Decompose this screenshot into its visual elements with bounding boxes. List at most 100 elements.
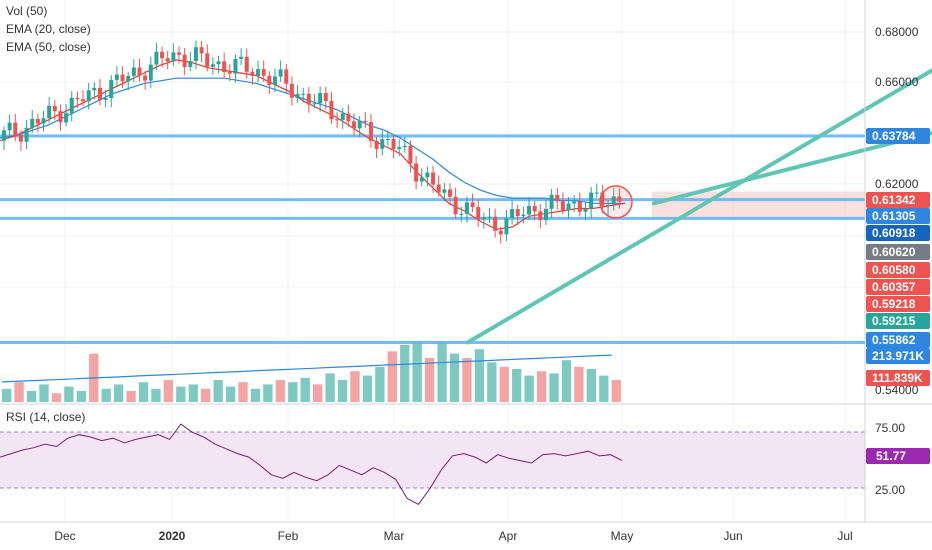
candle-body bbox=[81, 99, 86, 102]
candle-body bbox=[594, 192, 599, 194]
candle-body bbox=[318, 93, 323, 104]
volume-bar bbox=[76, 391, 86, 402]
price-badge-label: 0.61305 bbox=[872, 209, 916, 223]
volume-bar bbox=[512, 369, 522, 402]
candle-body bbox=[340, 113, 345, 120]
price-badge bbox=[866, 128, 930, 144]
volume-bar bbox=[599, 375, 609, 402]
volume-bar bbox=[2, 388, 12, 402]
candle-body bbox=[380, 139, 385, 149]
price-badge bbox=[866, 296, 930, 312]
volume-bar bbox=[113, 384, 124, 402]
volume-bar bbox=[238, 382, 248, 402]
volume-bar bbox=[586, 369, 597, 402]
candle-body bbox=[419, 177, 424, 182]
candle-body bbox=[453, 196, 458, 215]
candle-body bbox=[284, 69, 289, 84]
price-badge-label: 0.60918 bbox=[872, 226, 916, 240]
candle-body bbox=[301, 93, 306, 95]
volume-bar bbox=[213, 380, 223, 402]
highlight-circle[interactable] bbox=[599, 185, 633, 219]
candle-body bbox=[481, 217, 486, 220]
price-badge-label: 0.59218 bbox=[872, 297, 916, 311]
volume-bar bbox=[325, 373, 335, 402]
candle-body bbox=[329, 101, 334, 120]
candle-body bbox=[391, 138, 396, 150]
candle-body bbox=[442, 189, 447, 193]
trend-lines[interactable] bbox=[465, 68, 932, 345]
time-tick-label: Jul bbox=[837, 529, 852, 543]
candle-body bbox=[278, 69, 283, 77]
volume-bar bbox=[250, 388, 261, 402]
price-badge-label: 0.61342 bbox=[872, 193, 916, 207]
price-badge bbox=[866, 279, 930, 295]
candle-body bbox=[103, 98, 108, 100]
volume-bar bbox=[536, 371, 547, 402]
volume-bar bbox=[138, 382, 149, 402]
volume-bar bbox=[462, 358, 472, 402]
candle-body bbox=[431, 172, 436, 185]
candle-body bbox=[504, 218, 509, 235]
legend-ema20[interactable]: EMA (20, close) bbox=[6, 22, 91, 36]
candle-body bbox=[171, 52, 176, 62]
candle-body bbox=[131, 67, 136, 76]
candle-body bbox=[239, 56, 244, 59]
candle-body bbox=[41, 118, 46, 124]
volume-bar bbox=[499, 366, 509, 402]
volume-bar bbox=[201, 388, 211, 402]
volume-bar bbox=[51, 393, 62, 402]
candle-body bbox=[69, 97, 74, 114]
candle-body bbox=[75, 97, 80, 100]
chart-grid bbox=[0, 0, 865, 522]
volume-bar bbox=[375, 366, 385, 402]
candle-body bbox=[120, 74, 125, 82]
volume-ma-line bbox=[1, 354, 612, 383]
volume-bar bbox=[561, 360, 572, 402]
candle-body bbox=[250, 71, 255, 76]
price-badge bbox=[866, 244, 930, 260]
candle-body bbox=[143, 75, 148, 81]
candle-body bbox=[205, 53, 210, 67]
candle-body bbox=[18, 134, 23, 142]
price-badge-label: 0.55862 bbox=[872, 333, 916, 347]
candle-body bbox=[498, 230, 503, 235]
candle-body bbox=[148, 64, 153, 81]
candle-body bbox=[335, 119, 340, 121]
horizontal-levels[interactable] bbox=[0, 134, 865, 344]
candle-body bbox=[611, 196, 616, 205]
price-badge-label: 0.60357 bbox=[872, 280, 916, 294]
candle-body bbox=[346, 113, 351, 122]
time-tick-label: Jun bbox=[723, 529, 742, 543]
candle-body bbox=[617, 196, 622, 202]
candle-body bbox=[566, 203, 571, 211]
volume-bar bbox=[176, 386, 186, 402]
candle-body bbox=[64, 113, 69, 123]
price-badge bbox=[866, 208, 930, 224]
candle-body bbox=[199, 47, 204, 54]
volume-bar bbox=[275, 380, 286, 402]
price-badges: 0.63784 0.61342 0.61305 0.60918 0.60620 0.605… bbox=[866, 128, 930, 386]
legend-rsi[interactable]: RSI (14, close) bbox=[6, 410, 86, 424]
time-axis[interactable]: Dec 2020 Feb Mar Apr May Jun Jul bbox=[54, 529, 852, 543]
volume-bar bbox=[412, 342, 422, 402]
rsi-badge bbox=[866, 448, 930, 464]
time-tick-label: Mar bbox=[384, 529, 405, 543]
candle-body bbox=[397, 147, 402, 150]
candle-body bbox=[30, 119, 35, 128]
time-tick-label: May bbox=[611, 529, 634, 543]
trend-line bbox=[465, 68, 932, 345]
candle-body bbox=[560, 201, 565, 211]
price-badge bbox=[866, 370, 930, 386]
candle-body bbox=[368, 122, 373, 141]
candle-body bbox=[425, 172, 430, 178]
candle-body bbox=[357, 120, 362, 129]
candle-body bbox=[233, 58, 238, 74]
candle-body bbox=[583, 208, 588, 212]
price-axis[interactable]: 0.68000 0.66000 0.62000 0.54000 bbox=[875, 25, 919, 397]
candle-body bbox=[109, 79, 114, 99]
price-badge-label: 0.60580 bbox=[872, 263, 916, 277]
volume-bar bbox=[400, 344, 410, 402]
legend-vol[interactable]: Vol (50) bbox=[6, 4, 48, 18]
legend-ema50[interactable]: EMA (50, close) bbox=[6, 40, 91, 54]
